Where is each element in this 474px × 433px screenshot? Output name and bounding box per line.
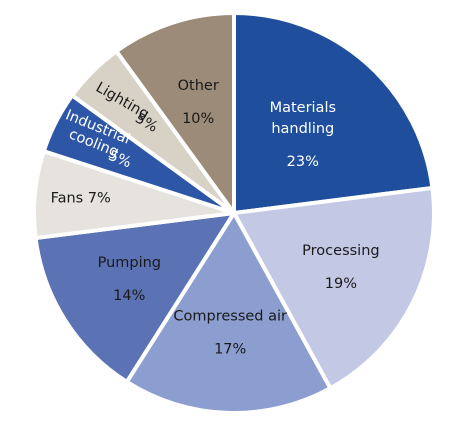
slice-label-compressed-air: Compressed air: [173, 308, 287, 324]
slice-value-processing: 19%: [325, 276, 357, 292]
pie-slice-compressed-air: [124, 209, 334, 416]
pie-slice-other: [113, 10, 236, 220]
slice-value-materials-handling: 23%: [287, 154, 319, 170]
slice-label-materials-handling: handling: [271, 121, 334, 137]
labels-layer: Materials handling 23% Processing 19% Compres…: [51, 78, 380, 357]
slice-label-other: Other: [178, 78, 219, 94]
slice-value-industrial-cooling: 5%: [106, 148, 133, 171]
slice-value-pumping: 14%: [113, 288, 145, 304]
slice-label-pumping: Pumping: [98, 255, 161, 271]
slice-value-other: 10%: [182, 111, 214, 127]
slice-label-processing: Processing: [302, 243, 379, 259]
slice-value-compressed-air: 17%: [214, 341, 246, 357]
pie-slice-materials-handling: [232, 10, 435, 216]
slices-layer: [32, 10, 436, 416]
slice-label-materials-handling: Materials: [270, 100, 336, 116]
slice-label-fans: Fans 7%: [51, 191, 111, 207]
pie-slice-processing: [230, 185, 436, 391]
pie-slice-pumping: [33, 210, 238, 385]
